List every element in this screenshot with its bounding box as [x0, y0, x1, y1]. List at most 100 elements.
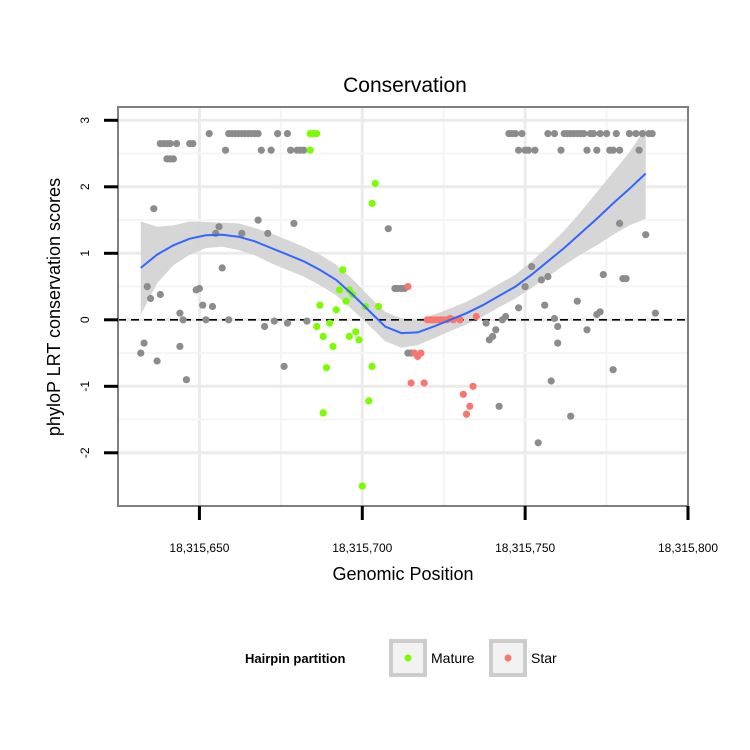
data-point-other [270, 317, 278, 325]
legend-label-star: Star [531, 650, 557, 666]
data-point-other [583, 146, 591, 154]
legend-marker-star [504, 654, 512, 662]
data-point-other [280, 362, 288, 370]
data-point-other [495, 402, 503, 410]
data-point-mature [313, 130, 321, 138]
data-point-other [544, 130, 552, 138]
confidence-band [140, 128, 646, 348]
plot-border [117, 106, 689, 507]
data-point-other [267, 146, 275, 154]
legend-title: Hairpin partition [245, 651, 345, 666]
data-point-other [544, 273, 552, 281]
data-point-other [573, 297, 581, 305]
data-point-other [518, 130, 526, 138]
legend-marker-mature [404, 654, 412, 662]
data-point-mature [358, 482, 366, 490]
y-tick-label: 1 [78, 250, 92, 257]
data-point-other [609, 146, 617, 154]
data-point-mature [329, 342, 337, 350]
data-point-other [261, 322, 269, 331]
data-point-other [596, 308, 604, 316]
data-point-other [202, 316, 210, 324]
data-point-mature [368, 362, 376, 370]
data-point-other [541, 301, 549, 309]
data-point-mature [335, 286, 344, 294]
y-tick-label: 2 [78, 183, 92, 190]
x-tick-label: 18,315,750 [495, 541, 555, 555]
data-point-other [593, 146, 601, 154]
data-point-mature [342, 297, 350, 305]
y-tick-label: -1 [78, 381, 92, 392]
x-axis-title: Genomic Position [332, 564, 473, 584]
data-point-other [534, 439, 542, 447]
data-point-mature [352, 328, 360, 336]
data-point-other [150, 205, 158, 213]
data-point-other [521, 283, 529, 291]
data-point-other [205, 130, 213, 138]
data-point-other [147, 294, 155, 303]
data-point-mature [339, 266, 347, 274]
data-point-star [456, 316, 464, 324]
data-point-other [651, 309, 660, 317]
data-point-other [599, 271, 607, 279]
data-point-star [459, 390, 467, 398]
data-point-star [466, 402, 474, 410]
data-point-star [472, 312, 480, 321]
data-point-star [469, 382, 477, 390]
y-axis-title: phyloP LRT conservation scores [44, 178, 64, 436]
data-point-other [550, 314, 559, 323]
points-layer [137, 130, 660, 490]
data-point-other [179, 316, 187, 324]
data-point-other [515, 304, 523, 312]
x-tick-label: 18,315,700 [332, 541, 392, 555]
series-star [404, 283, 480, 418]
data-point-star [462, 410, 471, 418]
data-point-other [182, 376, 190, 384]
data-point-mature [368, 199, 376, 207]
data-point-mature [322, 364, 331, 372]
data-point-other [537, 276, 546, 284]
data-point-other [616, 146, 624, 154]
y-tick-label: -2 [78, 447, 92, 458]
data-point-other [300, 146, 308, 154]
data-point-other [632, 130, 640, 138]
smooth-curve-layer [140, 172, 647, 335]
data-point-mature [319, 332, 327, 340]
data-point-other [528, 263, 536, 271]
data-point-other [609, 366, 617, 374]
legend: Hairpin partition Mature Star [245, 639, 557, 677]
data-point-other [290, 219, 298, 227]
data-point-other [166, 140, 174, 148]
data-point-other [303, 317, 311, 325]
data-point-other [511, 130, 519, 138]
data-point-other [596, 130, 604, 138]
data-point-mature [375, 302, 383, 311]
data-point-other [199, 301, 207, 309]
data-point-other [384, 225, 392, 233]
data-point-other [143, 283, 151, 291]
data-point-other [616, 219, 624, 227]
data-point-other [557, 146, 565, 154]
data-point-other [550, 130, 559, 138]
chart-title: Conservation [343, 74, 467, 97]
data-point-other [638, 130, 647, 138]
data-point-other [153, 357, 161, 365]
confidence-band-layer [140, 128, 646, 348]
data-point-star [404, 283, 412, 291]
data-point-mature [345, 332, 353, 340]
data-point-other [502, 312, 510, 321]
data-point-other [625, 130, 634, 138]
data-point-other [173, 140, 181, 148]
data-point-other [156, 290, 164, 299]
data-point-other [140, 339, 148, 347]
data-point-other [195, 284, 203, 293]
y-tick-label: 3 [78, 117, 92, 124]
series-mature [306, 130, 383, 490]
data-point-other [176, 309, 184, 317]
data-point-star [417, 349, 425, 357]
data-point-mature [326, 319, 334, 327]
data-point-other [264, 229, 272, 237]
y-axis: -2 -1 0 1 2 3 [78, 117, 118, 458]
y-tick-label: 0 [78, 316, 92, 323]
data-point-mature [316, 301, 324, 309]
